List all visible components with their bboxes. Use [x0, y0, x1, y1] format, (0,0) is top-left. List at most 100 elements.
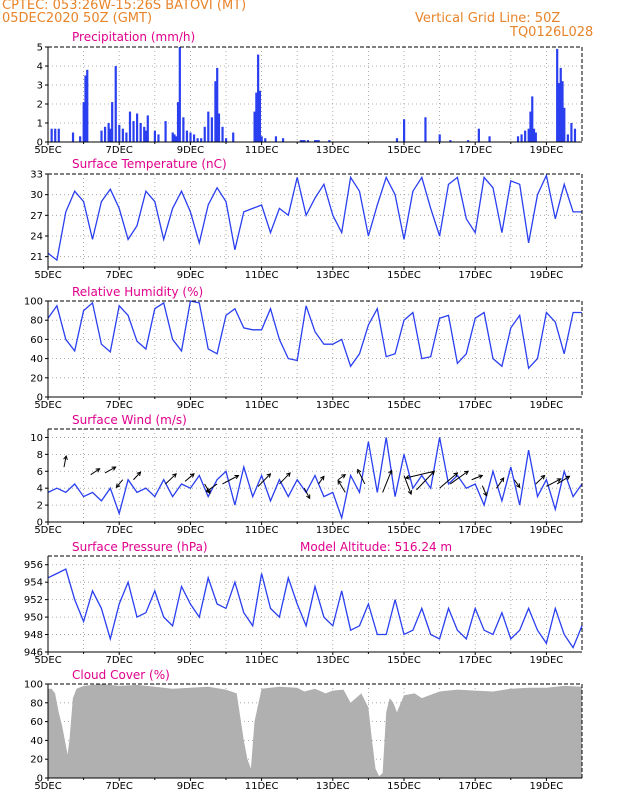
wind-arrow-head: [172, 473, 177, 478]
precip-bar: [301, 140, 304, 142]
wind-arrow: [481, 485, 488, 496]
x-tick-label: 5DEC: [34, 400, 61, 411]
y-tick-label: 30: [30, 190, 43, 201]
wind-arrow: [405, 470, 435, 479]
precip-bar: [171, 132, 174, 142]
precip-bar: [143, 126, 146, 142]
precip-bar: [299, 140, 302, 142]
precip-bar: [264, 138, 267, 142]
precip-bar: [306, 140, 310, 142]
x-tick-label: 13DEC: [316, 270, 350, 281]
precip-bar: [139, 123, 142, 142]
x-tick-label: 7DEC: [106, 270, 133, 281]
precip-bar: [315, 140, 318, 142]
y-tick-label: 10: [30, 433, 43, 444]
wind-arrow: [115, 479, 124, 488]
wind-arrow: [222, 475, 239, 485]
series-line: [47, 300, 582, 370]
precip-bar: [185, 130, 189, 142]
y-tick-label: 2: [37, 501, 43, 512]
precip-bar: [424, 117, 427, 142]
y-tick-label: 956: [24, 560, 43, 571]
precip-bar: [109, 128, 112, 142]
y-tick-label: 100: [24, 297, 43, 308]
precip-bar: [253, 111, 256, 142]
y-tick-label: 21: [30, 252, 43, 263]
wind-arrow: [257, 473, 271, 487]
wind-arrow-head: [388, 469, 393, 475]
wind-arrow: [63, 455, 67, 468]
series-line: [47, 437, 583, 521]
y-tick-label: 60: [30, 717, 43, 728]
wind-arrow-head: [306, 494, 311, 500]
precip-bar: [573, 128, 577, 142]
x-tick-label: 17DEC: [458, 400, 492, 411]
precip-bar: [86, 69, 89, 142]
precip-bar: [232, 132, 235, 142]
x-tick-label: 7DEC: [106, 525, 133, 536]
wind-arrow-head: [189, 473, 195, 478]
x-tick-label: 17DEC: [458, 781, 492, 792]
x-tick-label: 13DEC: [316, 400, 350, 411]
x-tick-label: 7DEC: [106, 400, 133, 411]
precip-bar: [534, 132, 537, 142]
x-tick-label: 11DEC: [245, 781, 279, 792]
wind-arrow: [318, 476, 325, 485]
x-tick-label: 17DEC: [458, 655, 492, 666]
precip-bar: [255, 92, 258, 142]
precip-bar: [146, 115, 149, 142]
panel-title: Cloud Cover (%): [72, 668, 170, 682]
y-tick-label: 0: [37, 393, 43, 404]
x-tick-label: 19DEC: [530, 145, 564, 156]
wind-arrow-head: [478, 474, 484, 479]
x-tick-label: 19DEC: [530, 400, 564, 411]
wind-arrow-head: [565, 475, 571, 481]
y-tick-label: 80: [30, 316, 43, 327]
x-tick-label: 5DEC: [34, 655, 61, 666]
y-tick-label: 6: [37, 467, 43, 478]
wind-arrow-head: [136, 471, 142, 477]
panel-title: Surface Temperature (nC): [72, 157, 227, 171]
y-tick-label: 0: [37, 518, 43, 529]
x-tick-label: 11DEC: [245, 270, 279, 281]
y-tick-label: 27: [30, 211, 43, 222]
x-tick-label: 9DEC: [177, 525, 204, 536]
y-tick-label: 100: [24, 680, 43, 691]
precip-bar: [314, 140, 317, 142]
wind-arrow: [104, 466, 116, 474]
precip-bar: [114, 66, 117, 142]
precip-bar: [153, 130, 156, 142]
wind-arrow: [546, 478, 561, 487]
precip-bar: [196, 138, 199, 142]
cloud-cover-area: [48, 684, 582, 778]
precip-bar: [438, 134, 441, 142]
x-tick-label: 7DEC: [106, 655, 133, 666]
vertical-grid-note: Vertical Grid Line: 50Z: [415, 11, 561, 26]
precip-bar: [281, 138, 285, 142]
wind-arrow-head: [266, 473, 272, 478]
precip-bar: [136, 113, 139, 142]
wind-arrow-head: [341, 474, 347, 479]
wind-arrow: [403, 475, 412, 495]
precip-bar: [449, 140, 452, 142]
precip-bar: [529, 111, 532, 142]
x-tick-label: 19DEC: [530, 270, 564, 281]
precip-bar: [164, 121, 167, 142]
wind-arrow-head: [234, 474, 240, 480]
wind-arrow-head: [337, 479, 342, 485]
precip-bar: [561, 81, 564, 142]
x-tick-label: 17DEC: [458, 145, 492, 156]
precip-bar: [570, 123, 573, 142]
wind-arrow-head: [483, 491, 488, 497]
y-tick-label: 5: [37, 43, 43, 54]
wind-arrow-head: [556, 478, 562, 483]
y-tick-label: 8: [37, 450, 43, 461]
precip-bar: [132, 121, 135, 142]
x-tick-label: 17DEC: [458, 270, 492, 281]
precip-bar: [157, 134, 160, 142]
wind-arrow: [357, 469, 366, 485]
wind-arrow: [184, 473, 195, 482]
x-tick-label: 11DEC: [245, 400, 279, 411]
y-tick-label: 2: [37, 100, 43, 111]
